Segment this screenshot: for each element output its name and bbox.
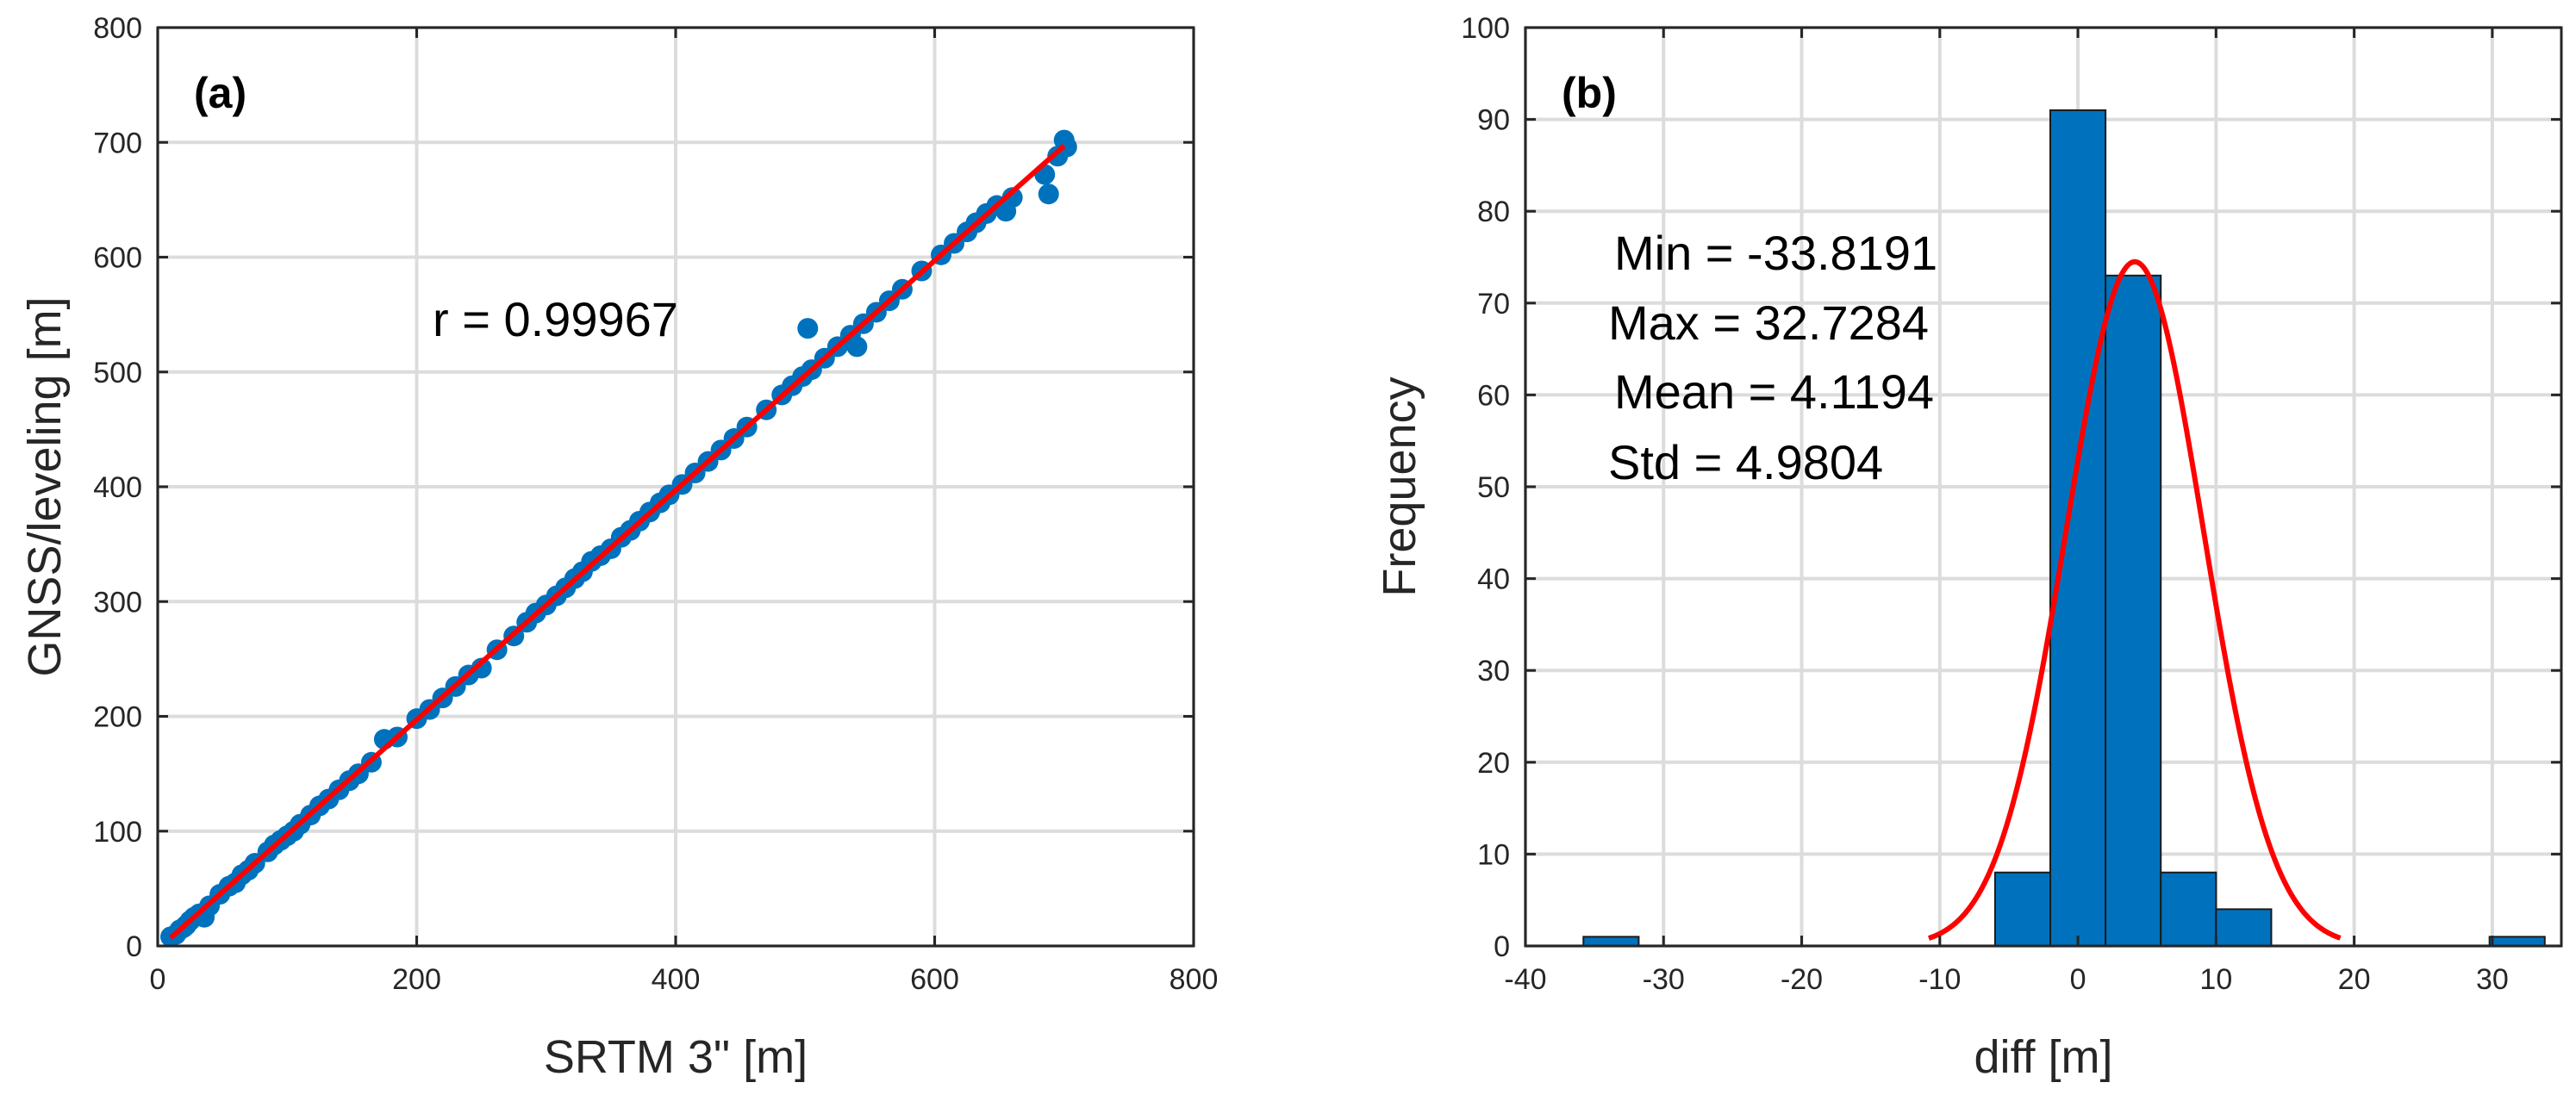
- x-tick-label: 800: [1169, 963, 1219, 996]
- scatter-point: [846, 336, 868, 358]
- x-tick-label: 200: [392, 963, 441, 996]
- scatter-point: [1038, 184, 1059, 205]
- y-tick-label: 80: [1477, 196, 1510, 228]
- x-tick-label: -40: [1504, 963, 1546, 996]
- histogram-bar: [1582, 936, 1640, 947]
- x-tick-label: 30: [2476, 963, 2509, 996]
- x-tick-label: 10: [2199, 963, 2232, 996]
- scatter-x-axis-label: SRTM 3" [m]: [544, 1031, 808, 1083]
- scatter-r-annotation: r = 0.99967: [433, 292, 678, 346]
- stat-max: Max = 32.7284: [1608, 296, 1929, 350]
- histogram-bar: [2488, 936, 2546, 947]
- y-tick-label: 10: [1477, 838, 1510, 871]
- y-tick-label: 800: [93, 12, 142, 45]
- x-tick-label: 0: [150, 963, 166, 996]
- y-tick-label: 50: [1477, 471, 1510, 504]
- y-tick-label: 90: [1477, 104, 1510, 137]
- x-tick-label: 0: [2070, 963, 2086, 996]
- scatter-point: [1001, 187, 1023, 208]
- x-tick-label: 400: [652, 963, 701, 996]
- y-tick-label: 300: [93, 586, 142, 619]
- histogram-bar: [2105, 274, 2162, 947]
- y-tick-label: 700: [93, 127, 142, 159]
- x-tick-label: -30: [1643, 963, 1685, 996]
- scatter-point: [797, 318, 819, 339]
- y-tick-label: 600: [93, 242, 142, 275]
- x-tick-label: 20: [2338, 963, 2371, 996]
- scatter-fit-line: [169, 144, 1066, 940]
- scatter-point: [471, 657, 492, 679]
- scatter-panel: 0 200 400 600 800 0 100 200 300 400 500 600 700 800 (…: [19, 12, 1218, 1083]
- stat-std: Std = 4.9804: [1608, 435, 1883, 489]
- histogram-bars: [1582, 109, 2546, 947]
- x-tick-label: -10: [1918, 963, 1961, 996]
- y-tick-label: 200: [93, 701, 142, 734]
- y-tick-label: 0: [126, 930, 142, 963]
- normal-fit-curve: [1927, 258, 2342, 941]
- y-tick-label: 30: [1477, 655, 1510, 687]
- y-tick-label: 40: [1477, 563, 1510, 596]
- y-tick-label: 400: [93, 471, 142, 504]
- histogram-x-axis-label: diff [m]: [1974, 1031, 2112, 1083]
- scatter-panel-label: (a): [194, 69, 246, 117]
- y-tick-label: 100: [93, 816, 142, 849]
- stat-min: Min = -33.8191: [1614, 226, 1937, 280]
- scatter-point: [1056, 136, 1077, 158]
- y-tick-label: 60: [1477, 379, 1510, 412]
- scatter-y-axis-label: GNSS/leveling [m]: [19, 296, 71, 676]
- histogram-ticks: -40 -30 -20 -10 0 10 20 30 0 10 20 30 40 50 60 70 80 90 10…: [1461, 12, 2561, 996]
- histogram-panel: -40 -30 -20 -10 0 10 20 30 0 10 20 30 40 50 60 70 80 90 10…: [1374, 12, 2563, 1083]
- histogram-bar: [2215, 908, 2273, 947]
- y-tick-label: 20: [1477, 747, 1510, 780]
- histogram-y-axis-label: Frequency: [1374, 376, 1425, 596]
- histogram-bar: [1993, 871, 2052, 947]
- y-tick-label: 0: [1494, 930, 1510, 963]
- stat-mean: Mean = 4.1194: [1614, 364, 1934, 419]
- y-tick-label: 70: [1477, 288, 1510, 320]
- y-tick-label: 100: [1461, 12, 1510, 45]
- x-tick-label: 600: [910, 963, 959, 996]
- x-tick-label: -20: [1781, 963, 1823, 996]
- histogram-bar: [2160, 871, 2217, 947]
- histogram-panel-label: (b): [1562, 69, 1617, 117]
- histogram-bar: [2049, 109, 2107, 947]
- y-tick-label: 500: [93, 357, 142, 389]
- scatter-ticks: 0 200 400 600 800 0 100 200 300 400 500 600 700 800: [93, 12, 1218, 996]
